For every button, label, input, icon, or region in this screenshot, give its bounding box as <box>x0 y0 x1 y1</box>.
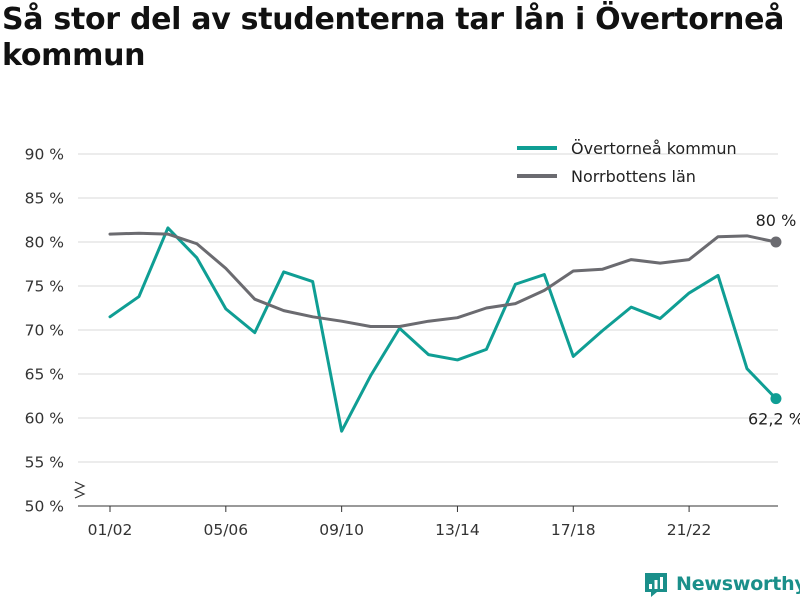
end-labels: 62,2 % 80 % <box>748 211 800 429</box>
y-tick-label: 75 % <box>25 278 64 296</box>
y-tick-label: 90 % <box>25 146 64 164</box>
x-tick-label: 01/02 <box>88 521 133 539</box>
brand-name: Newsworthy <box>676 573 800 595</box>
newsworthy-logo-icon <box>645 573 667 597</box>
y-tick-label: 50 % <box>25 498 64 516</box>
x-tick-label: 09/10 <box>319 521 364 539</box>
legend-label: Norrbottens län <box>571 167 696 186</box>
newsworthy-brand[interactable]: Newsworthy <box>643 568 800 600</box>
series-lines <box>108 226 782 433</box>
y-tick-label: 70 % <box>25 322 64 340</box>
chart-title: Så stor del av studenterna tar lån i Öve… <box>2 2 785 73</box>
y-tick-label: 55 % <box>25 454 64 472</box>
y-tick-label: 60 % <box>25 410 64 428</box>
series-line-2 <box>108 231 778 328</box>
y-tick-label: 65 % <box>25 366 64 384</box>
legend: Övertorneå kommun Norrbottens län <box>517 139 737 186</box>
x-tick-label: 21/22 <box>667 521 712 539</box>
x-axis: 01/02 05/06 09/10 13/14 17/18 21/22 <box>78 505 778 539</box>
x-tick-label: 17/18 <box>551 521 596 539</box>
x-tick-label: 13/14 <box>435 521 480 539</box>
end-value-label: 80 % <box>756 211 797 230</box>
x-tick-label: 05/06 <box>203 521 248 539</box>
axis-break-icon <box>73 481 86 499</box>
legend-label: Övertorneå kommun <box>571 139 737 158</box>
series-endpoint-2 <box>770 236 782 248</box>
series-line-1 <box>108 226 778 433</box>
series-endpoint-1 <box>770 393 782 405</box>
y-tick-label: 85 % <box>25 190 64 208</box>
y-tick-label: 80 % <box>25 234 64 252</box>
y-axis: 50 % 55 % 60 % 65 % 70 % 75 % 80 % 85 % 90 % <box>25 146 86 516</box>
end-value-label: 62,2 % <box>748 410 800 429</box>
